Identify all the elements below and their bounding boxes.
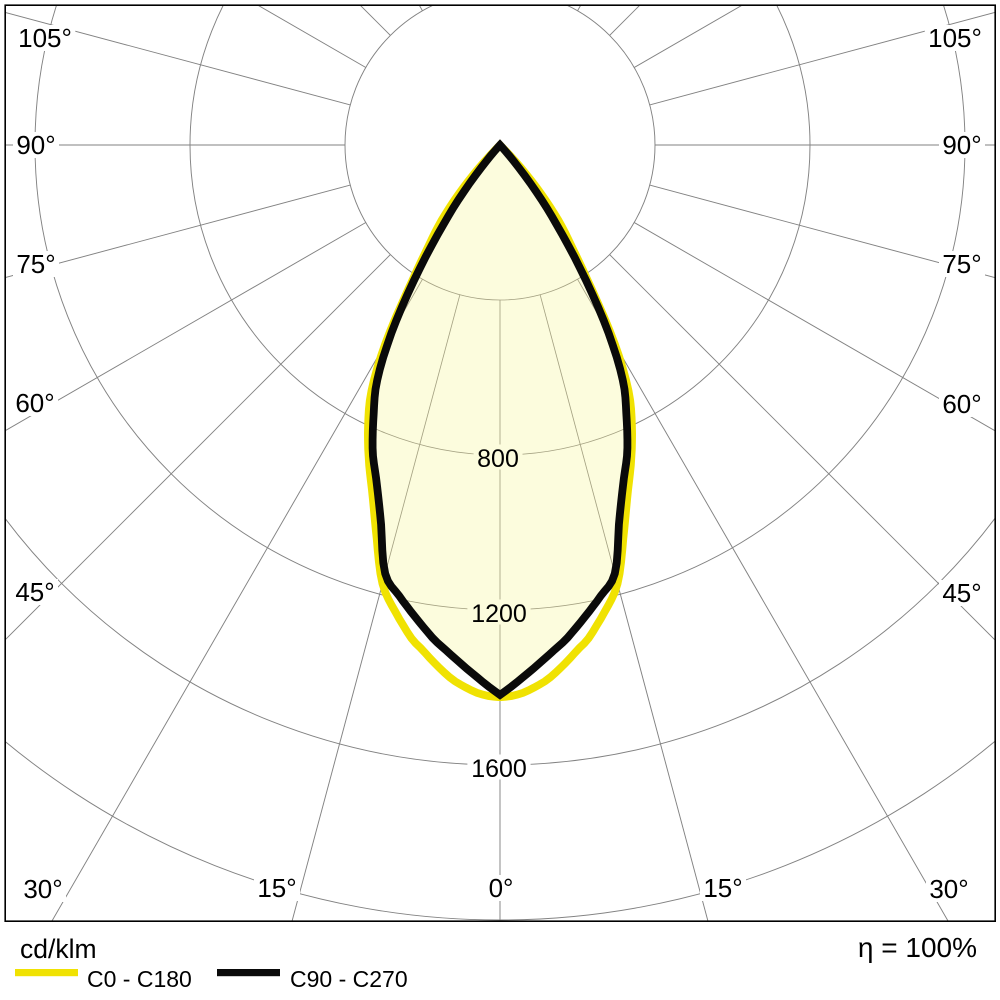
svg-text:η = 100%: η = 100% <box>858 932 977 963</box>
svg-text:800: 800 <box>477 445 519 473</box>
svg-text:C90 - C270: C90 - C270 <box>290 966 408 992</box>
svg-text:0°: 0° <box>489 873 514 903</box>
svg-text:15°: 15° <box>703 873 742 903</box>
svg-text:30°: 30° <box>23 874 62 904</box>
svg-text:60°: 60° <box>942 389 981 419</box>
svg-text:90°: 90° <box>16 130 55 160</box>
svg-text:90°: 90° <box>942 130 981 160</box>
svg-text:30°: 30° <box>929 874 968 904</box>
svg-text:75°: 75° <box>942 249 981 279</box>
svg-text:45°: 45° <box>942 578 981 608</box>
svg-text:75°: 75° <box>16 249 55 279</box>
svg-text:cd/klm: cd/klm <box>20 934 97 964</box>
svg-text:105°: 105° <box>18 23 72 53</box>
svg-text:45°: 45° <box>15 577 54 607</box>
svg-text:C0 - C180: C0 - C180 <box>87 966 192 992</box>
svg-text:1200: 1200 <box>471 600 527 628</box>
svg-text:15°: 15° <box>257 873 296 903</box>
svg-text:60°: 60° <box>15 388 54 418</box>
svg-text:1600: 1600 <box>471 755 527 783</box>
svg-text:105°: 105° <box>928 23 982 53</box>
